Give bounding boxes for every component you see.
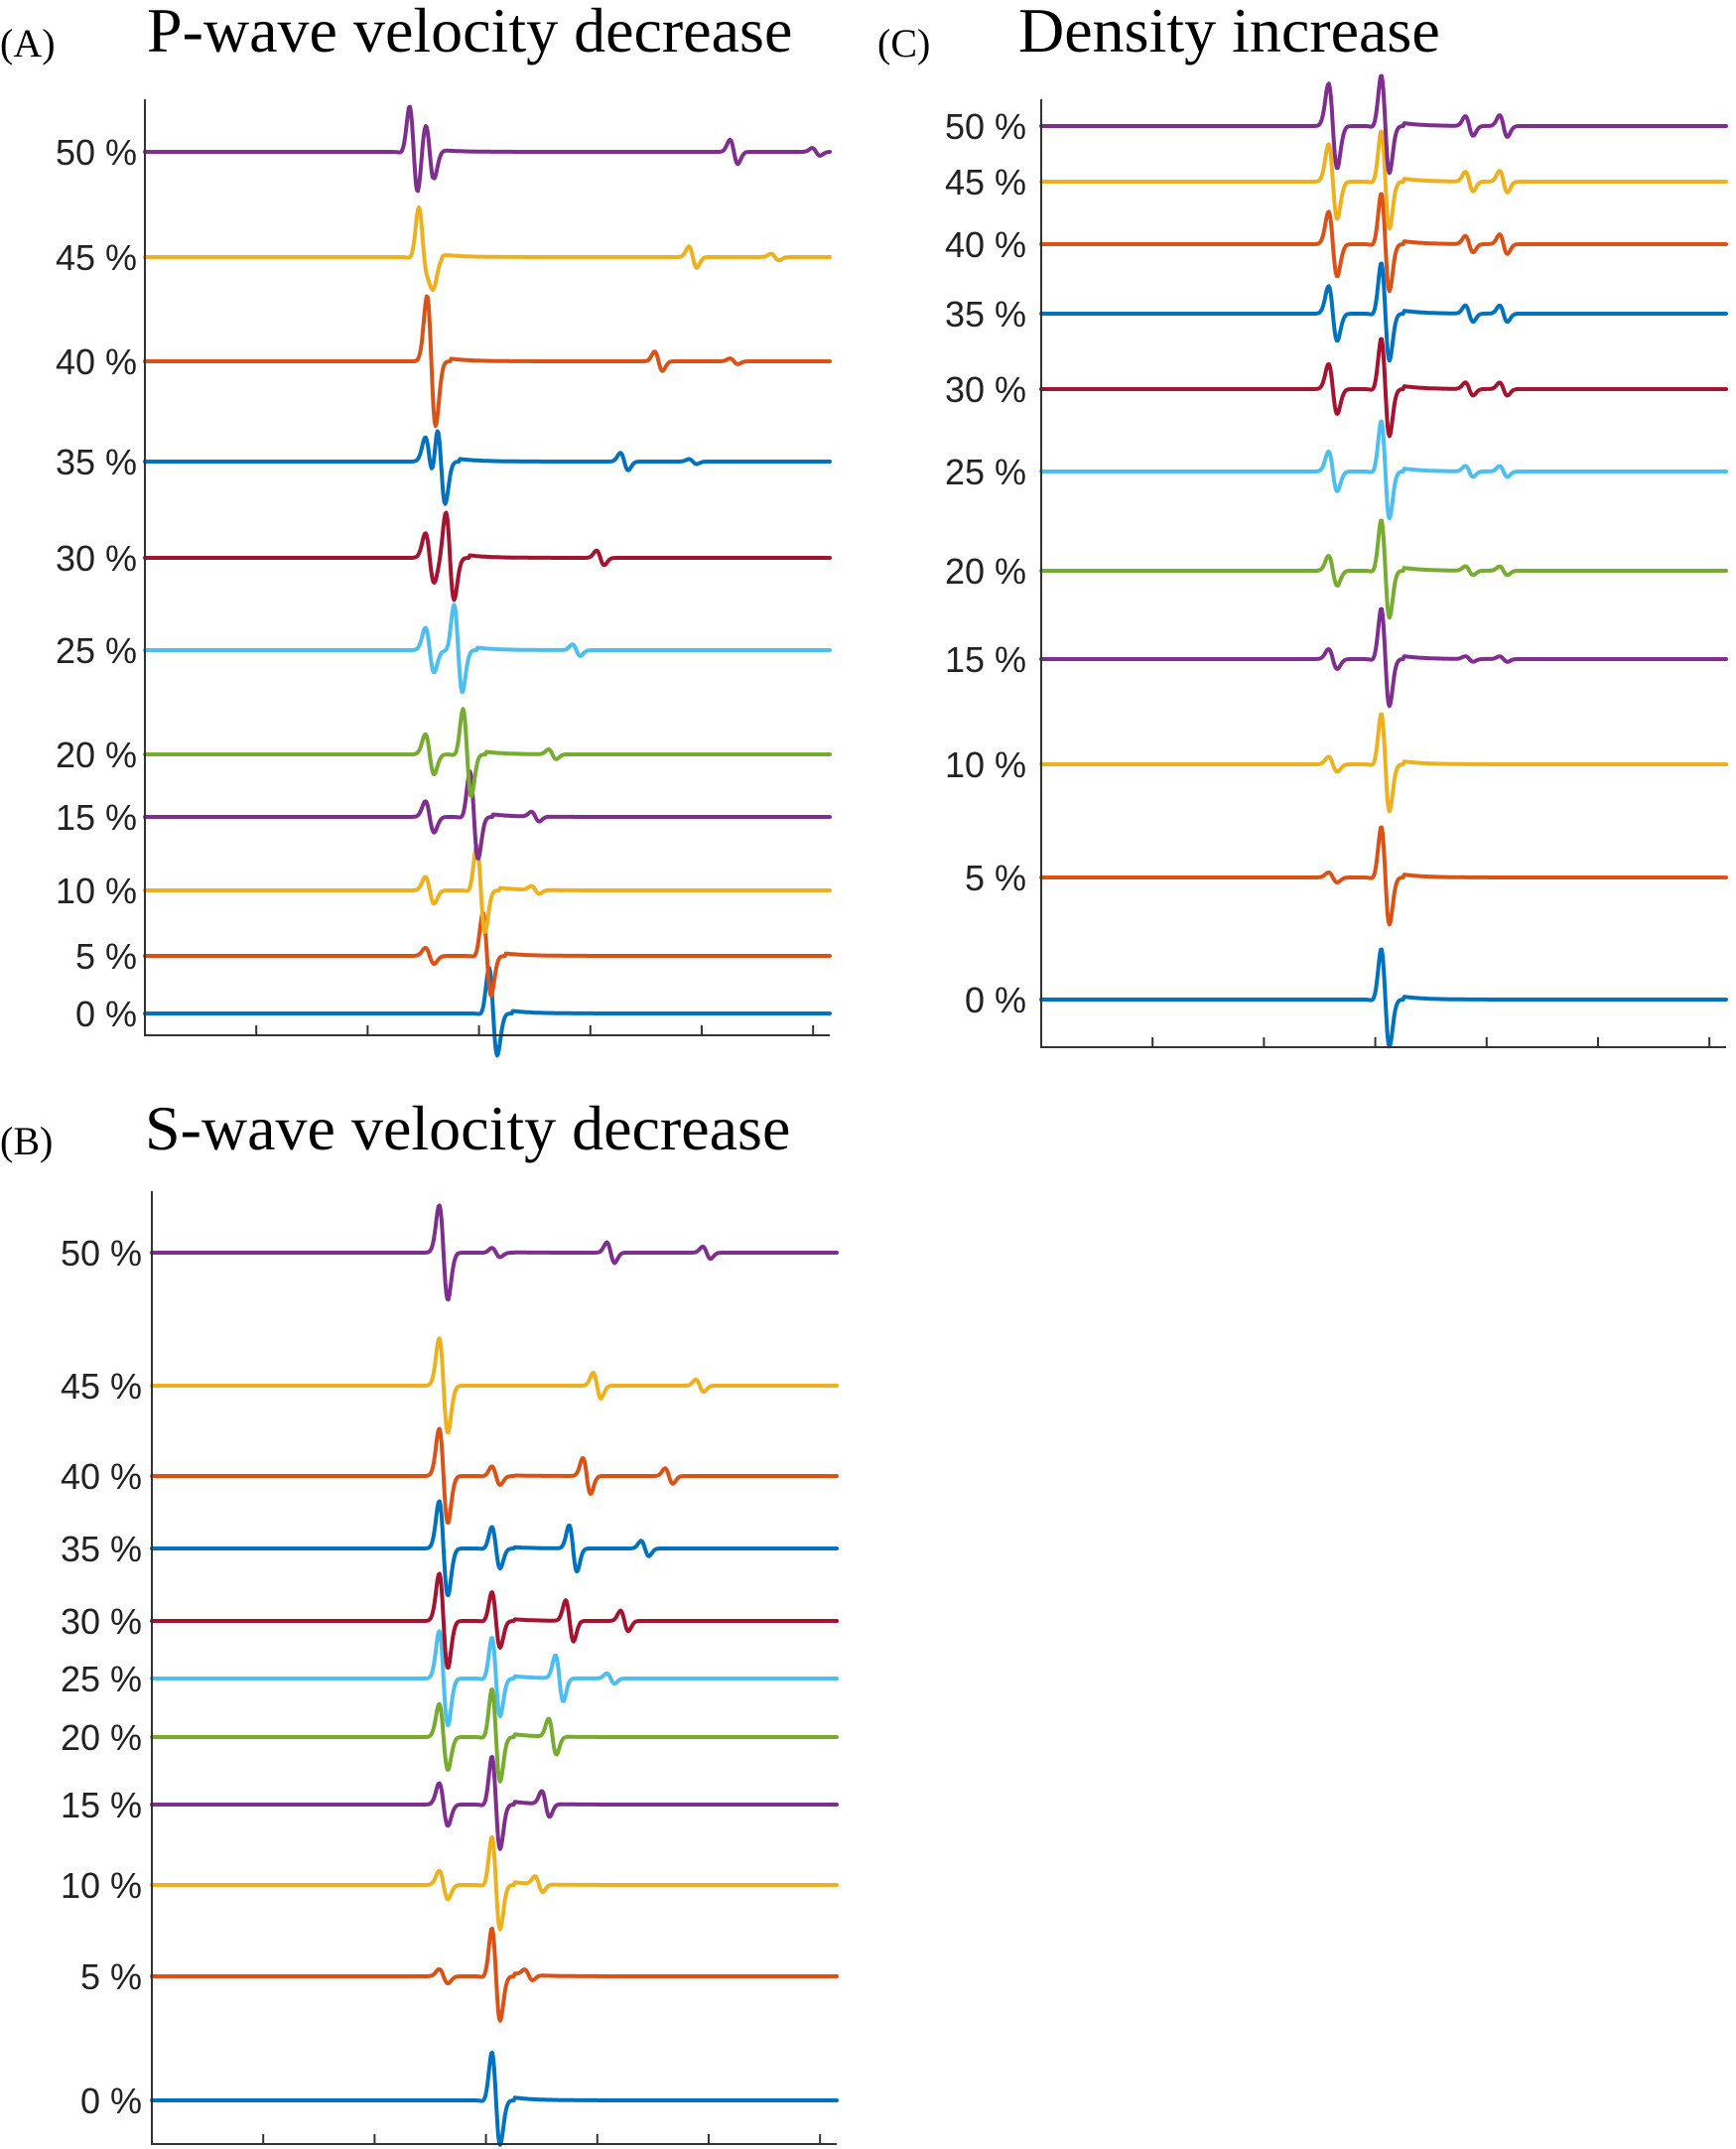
trace-label: 45 % xyxy=(61,1366,142,1407)
trace-label: 20 % xyxy=(945,551,1026,592)
trace-label: 5 % xyxy=(965,858,1026,898)
trace-label: 0 % xyxy=(965,980,1026,1020)
trace-series xyxy=(143,429,832,506)
trace-series xyxy=(150,1499,839,1598)
trace-series xyxy=(150,1835,839,1932)
trace-label: 40 % xyxy=(56,341,137,382)
trace-series xyxy=(1039,192,1728,294)
trace-series xyxy=(150,1426,839,1526)
trace-label: 15 % xyxy=(61,1785,142,1825)
trace-series xyxy=(150,1336,839,1435)
trace-series xyxy=(150,1927,839,2023)
axis-frame xyxy=(1040,99,1726,1048)
panel-c-title: Density increase xyxy=(1018,0,1440,66)
axis-frame xyxy=(151,1191,837,2145)
trace-label: 30 % xyxy=(61,1601,142,1642)
panel-a-axes xyxy=(144,99,830,1036)
trace-series xyxy=(143,104,832,194)
trace-series xyxy=(143,769,832,861)
trace-series xyxy=(1039,73,1728,176)
trace-series xyxy=(1039,947,1728,1049)
panel-b: (B) S-wave velocity decrease 0 % 5 % 10 % 1… xyxy=(0,1093,839,2147)
trace-series xyxy=(150,1203,839,1302)
trace-label: 10 % xyxy=(56,871,137,911)
panel-c-traces xyxy=(1039,73,1728,1049)
trace-label: 10 % xyxy=(945,744,1026,785)
trace-series xyxy=(143,843,832,934)
trace-label: 35 % xyxy=(56,442,137,482)
panel-a-letter: (A) xyxy=(0,21,56,66)
trace-label: 45 % xyxy=(56,237,137,278)
panel-b-trace-labels: 0 % 5 % 10 % 15 % 20 % 25 % 30 % 35 % 40 % 45 % 50… xyxy=(61,1233,142,2121)
trace-label: 25 % xyxy=(56,630,137,671)
trace-label: 15 % xyxy=(56,797,137,838)
panel-b-letter: (B) xyxy=(0,1119,53,1163)
panel-a-traces xyxy=(143,104,832,1058)
panel-a-trace-labels: 0 % 5 % 10 % 15 % 20 % 25 % 30 % 35 % 40 % 45 % 50… xyxy=(56,132,137,1034)
trace-series xyxy=(1039,825,1728,927)
trace-label: 35 % xyxy=(945,294,1026,335)
trace-label: 50 % xyxy=(945,106,1026,147)
trace-series xyxy=(143,204,832,292)
panel-c-axes xyxy=(1040,99,1726,1048)
panel-a: (A) P-wave velocity decrease 0 % 5 % 10 % 1… xyxy=(0,0,832,1058)
trace-label: 30 % xyxy=(56,538,137,579)
trace-label: 25 % xyxy=(61,1659,142,1699)
trace-label: 5 % xyxy=(80,1956,142,1997)
trace-series xyxy=(143,603,832,694)
trace-series xyxy=(1039,336,1728,439)
trace-label: 35 % xyxy=(61,1529,142,1569)
trace-label: 20 % xyxy=(56,735,137,775)
trace-label: 25 % xyxy=(945,452,1026,492)
trace-series xyxy=(1039,129,1728,231)
trace-label: 50 % xyxy=(56,132,137,173)
trace-series xyxy=(1039,518,1728,620)
trace-series xyxy=(1039,419,1728,521)
trace-label: 5 % xyxy=(75,936,137,977)
panel-a-title: P-wave velocity decrease xyxy=(147,0,792,66)
panel-b-traces xyxy=(150,1203,839,2147)
trace-label: 50 % xyxy=(61,1233,142,1274)
axis-frame xyxy=(144,99,830,1036)
trace-series xyxy=(150,1571,839,1671)
trace-series xyxy=(1039,261,1728,363)
trace-series xyxy=(150,1629,839,1728)
trace-series xyxy=(150,1755,839,1851)
trace-series xyxy=(143,707,832,798)
trace-label: 40 % xyxy=(945,224,1026,265)
panel-b-title: S-wave velocity decrease xyxy=(145,1093,790,1163)
trace-label: 10 % xyxy=(61,1865,142,1906)
trace-series xyxy=(1039,606,1728,709)
trace-series xyxy=(150,1687,839,1784)
trace-label: 15 % xyxy=(945,639,1026,680)
panel-c: (C) Density increase 0 % 5 % 10 % 15 % 20 % 2… xyxy=(877,0,1728,1049)
trace-label: 20 % xyxy=(61,1717,142,1758)
trace-label: 45 % xyxy=(945,162,1026,202)
panel-c-trace-labels: 0 % 5 % 10 % 15 % 20 % 25 % 30 % 35 % 40 % 45 % 50… xyxy=(945,106,1026,1020)
panel-c-letter: (C) xyxy=(877,21,930,66)
trace-series xyxy=(143,294,832,429)
panel-b-axes xyxy=(151,1191,837,2145)
trace-series xyxy=(143,510,832,603)
trace-series xyxy=(150,2051,839,2147)
trace-label: 0 % xyxy=(80,2081,142,2121)
trace-label: 40 % xyxy=(61,1456,142,1497)
trace-label: 0 % xyxy=(75,994,137,1034)
trace-series xyxy=(1039,712,1728,814)
trace-label: 30 % xyxy=(945,369,1026,410)
trace-series xyxy=(143,911,832,999)
